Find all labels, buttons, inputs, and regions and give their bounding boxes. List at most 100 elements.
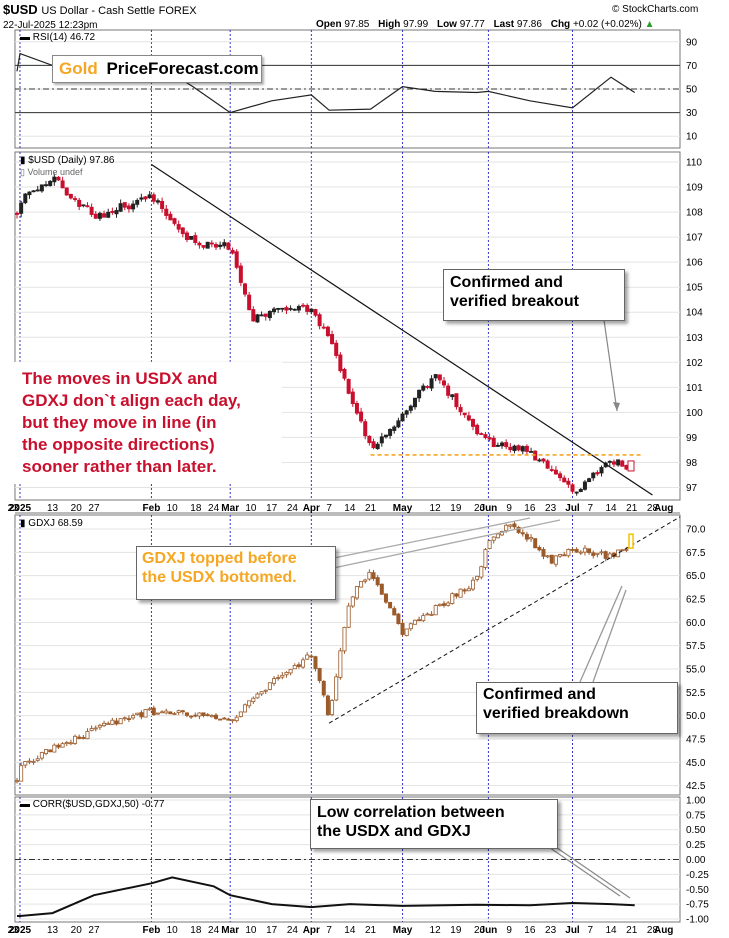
corr-x-tick-label: 27 — [88, 925, 100, 936]
usd-candle-body — [301, 304, 306, 307]
usd-x-tick-label: 24 — [287, 503, 299, 514]
usd-candle-body — [363, 421, 368, 437]
gdxj-candle-body — [379, 583, 384, 595]
rsi-title-text: RSI(14) 46.72 — [32, 32, 96, 43]
usd-candle-body — [383, 434, 388, 438]
usd-candle-body — [371, 441, 376, 449]
usd-candle-body — [102, 213, 107, 218]
usd-candle-body — [392, 426, 397, 431]
usd-candle-body — [441, 380, 446, 386]
gdxj-candle-body — [330, 700, 335, 716]
gdxj-candle-body — [197, 712, 202, 717]
gdxj-y-tick-label: 65.0 — [686, 571, 706, 582]
volume-icon: ▯ — [20, 167, 25, 177]
usd-x-tick-label: 16 — [524, 503, 536, 514]
usd-candle-body — [77, 199, 82, 207]
usd-candle-body — [126, 205, 131, 210]
usd-x-tick-label: Jun — [480, 503, 498, 514]
usd-candle-body — [68, 193, 73, 199]
usd-candle-body — [591, 472, 596, 479]
usd-candle-body — [350, 391, 355, 405]
usd-candle-body — [500, 442, 505, 447]
usd-candle-body — [276, 308, 281, 310]
open-label: Open — [316, 19, 342, 30]
rsi-y-tick-label: 30 — [686, 108, 698, 119]
gdxj-panel-frame — [14, 514, 681, 796]
low-label: Low — [436, 19, 457, 30]
gdxj-y-tick-label: 62.5 — [686, 595, 706, 606]
usd-candle-body — [14, 212, 19, 215]
corr-y-tick-label: 1.00 — [686, 795, 706, 806]
usd-candle-body — [620, 460, 625, 467]
gdxj-candle-body — [504, 524, 509, 532]
gdxj-candle-body — [110, 719, 115, 725]
usd-candle-body — [31, 190, 36, 193]
gdxj-candle-body — [176, 710, 181, 713]
usd-candle-body — [143, 196, 148, 200]
gdxj-candle-body — [375, 577, 380, 586]
usd-candle-body — [607, 460, 612, 463]
usd-y-tick-label: 100 — [686, 408, 703, 419]
low-corr-line-2: the USDX and GDXJ — [317, 823, 471, 841]
gdxj-y-tick-label: 57.5 — [686, 641, 706, 652]
usd-candle-body — [454, 393, 459, 408]
gdxj-y-tick-label: 70.0 — [686, 525, 706, 536]
gdxj-candle-body — [446, 602, 451, 606]
usd-candle-body — [446, 385, 451, 396]
usd-candle-body — [305, 305, 310, 312]
usd-x-tick-label: 18 — [190, 503, 202, 514]
red-line-3: but they move in line (in — [22, 413, 217, 433]
corr-x-tick-label: 9 — [506, 925, 512, 936]
usd-candle-body — [259, 314, 264, 317]
usd-candle-body — [222, 242, 227, 247]
gdxj-candle-body — [549, 554, 554, 564]
usd-candle-body — [582, 481, 587, 490]
usd-candle-body — [462, 412, 467, 416]
usd-x-tick-label: Jul — [565, 503, 580, 514]
usd-x-tick-label: Mar — [221, 503, 239, 514]
usd-y-tick-label: 99 — [686, 433, 698, 444]
usd-y-tick-label: 101 — [686, 383, 703, 394]
open-value: 97.85 — [344, 19, 370, 30]
corr-x-tick-label: 2025 — [9, 925, 32, 936]
symbol-name: US Dollar - Cash Settle — [41, 5, 156, 17]
usd-subtitle: ▯ Volume undef — [20, 167, 83, 178]
usd-candle-body — [388, 428, 393, 436]
usd-candle-body — [296, 305, 301, 311]
usd-candle-body — [160, 200, 165, 210]
corr-title-text: CORR($USD,GDXJ,50) -0.77 — [32, 799, 165, 810]
corr-y-tick-label: 0.50 — [686, 825, 706, 836]
usd-candle-body — [151, 194, 156, 202]
gdxj-candle-body — [479, 566, 484, 578]
gdxj-candle-body — [23, 761, 28, 766]
gdxj-candle-body — [412, 619, 417, 625]
gdxj-candle-body — [89, 728, 94, 732]
gdxj-candle-body — [247, 700, 252, 707]
corr-x-tick-label: 21 — [365, 925, 377, 936]
gdxj-candle-body — [52, 744, 57, 753]
gdxj-candle-body — [122, 717, 127, 720]
corr-x-tick-label: 12 — [430, 925, 442, 936]
gdxj-candle-body — [222, 717, 227, 720]
gdxj-candle-body — [371, 572, 376, 579]
gdxj-title: ▮ GDXJ 68.59 — [20, 518, 83, 529]
corr-x-tick-label: Feb — [143, 925, 161, 936]
usd-candle-body — [487, 437, 492, 440]
rsi-y-tick-label: 10 — [686, 132, 698, 143]
usd-x-tick-label: Aug — [654, 503, 673, 514]
usd-candle-body — [450, 394, 455, 398]
gdxj-candle-body — [392, 608, 397, 616]
gdxj-candle-body — [280, 674, 285, 678]
usd-candle-body — [226, 242, 231, 250]
usd-candle-body — [218, 244, 223, 248]
breakdown-callout: Confirmed and verified breakdown — [476, 682, 678, 734]
usd-y-tick-label: 106 — [686, 258, 703, 269]
corr-y-tick-label: 0.75 — [686, 810, 706, 821]
breakdown-pointer-line-a — [579, 585, 623, 683]
usd-candle-body — [458, 407, 463, 413]
gdxj-candle-body — [60, 743, 65, 748]
corr-x-tick-label: 10 — [245, 925, 257, 936]
gdxj-candle-body — [433, 605, 438, 616]
usd-candle-body — [209, 242, 214, 245]
breakout-pointer-head — [613, 402, 620, 411]
